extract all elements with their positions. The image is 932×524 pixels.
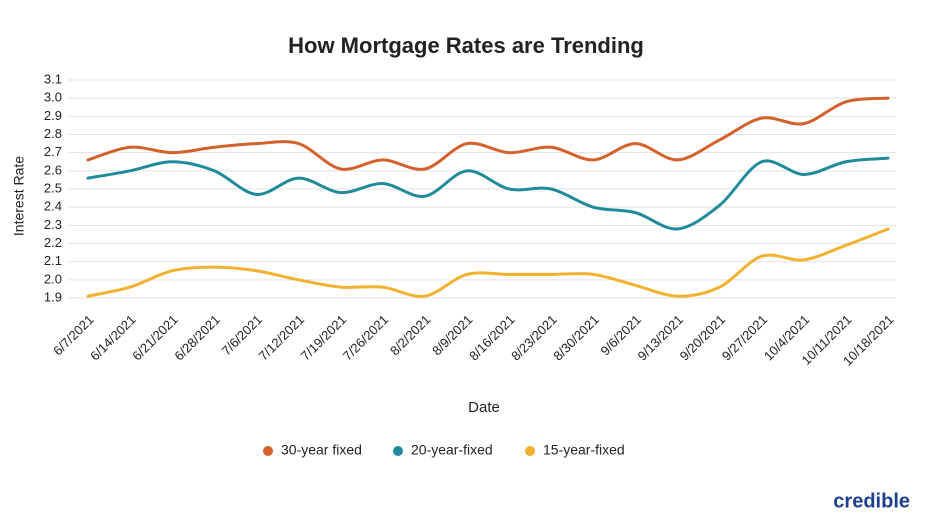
y-tick-label: 1.9	[44, 289, 62, 304]
line-series	[86, 156, 890, 231]
x-axis-title: Date	[468, 399, 500, 416]
y-axis-title: Interest Rate	[11, 156, 27, 236]
legend-swatch	[525, 446, 535, 456]
legend-label: 20-year-fixed	[411, 442, 493, 458]
x-tick-label: 8/2/2021	[387, 312, 433, 358]
y-tick-label: 2.7	[44, 144, 62, 159]
line-series	[86, 227, 890, 298]
x-tick-label: 8/30/2021	[550, 312, 602, 364]
brand-logo: credible	[833, 490, 910, 512]
y-tick-label: 2.8	[44, 126, 62, 141]
x-tick-label: 7/26/2021	[340, 312, 392, 364]
x-tick-label: 6/28/2021	[171, 312, 223, 364]
y-tick-label: 2.3	[44, 217, 62, 232]
y-tick-label: 3.0	[44, 90, 62, 105]
chart-title: How Mortgage Rates are Trending	[288, 33, 644, 58]
y-tick-label: 2.6	[44, 162, 62, 177]
y-tick-label: 3.1	[44, 71, 62, 86]
legend-swatch	[263, 446, 273, 456]
y-tick-label: 2.0	[44, 271, 62, 286]
legend-label: 15-year-fixed	[543, 442, 625, 458]
y-tick-label: 2.1	[44, 253, 62, 268]
y-tick-label: 2.2	[44, 235, 62, 250]
legend-swatch	[393, 446, 403, 456]
line-series	[86, 96, 890, 171]
y-tick-label: 2.4	[44, 199, 62, 214]
y-tick-label: 2.9	[44, 108, 62, 123]
legend-label: 30-year fixed	[281, 442, 362, 458]
y-tick-label: 2.5	[44, 180, 62, 195]
